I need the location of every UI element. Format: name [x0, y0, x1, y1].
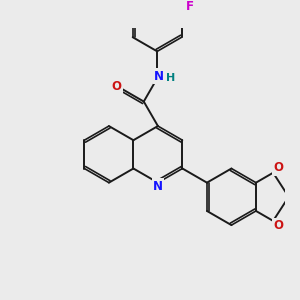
Text: O: O — [111, 80, 122, 93]
Text: O: O — [273, 219, 283, 232]
Text: N: N — [153, 180, 163, 193]
Text: H: H — [166, 73, 175, 83]
Text: O: O — [273, 161, 283, 174]
Text: N: N — [154, 70, 164, 83]
Text: F: F — [186, 0, 194, 13]
